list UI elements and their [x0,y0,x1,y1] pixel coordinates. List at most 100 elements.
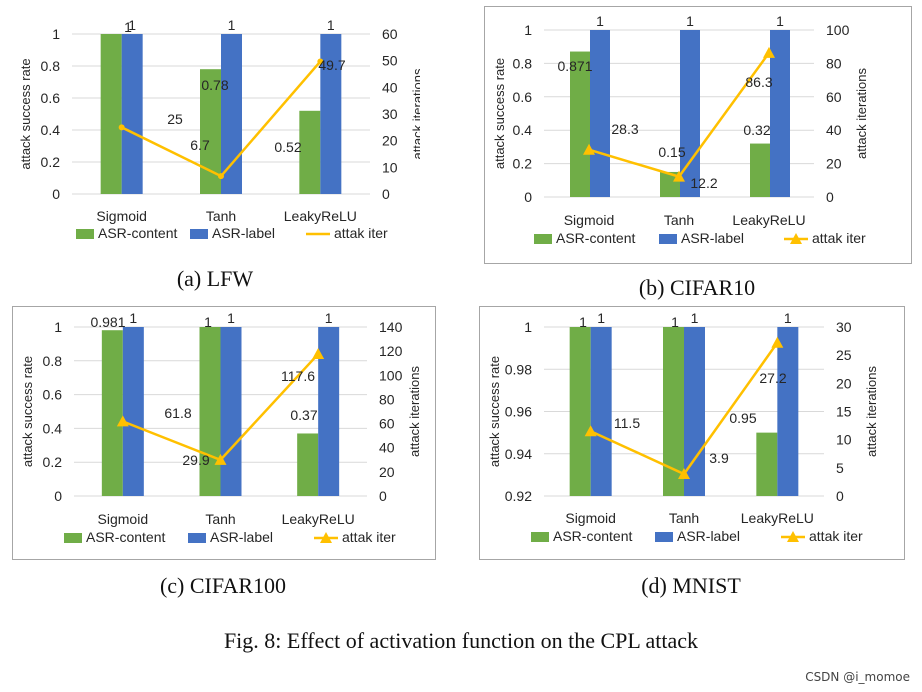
y2-axis-title: attack iterations [854,67,869,159]
data-label-attak-iter: 3.9 [709,450,729,466]
y-tick-label: 1 [524,319,532,335]
data-label-asr-label: 1 [686,13,694,29]
category-label: Sigmoid [565,510,616,526]
data-label-asr-label: 1 [128,17,136,33]
y-tick-label: 0 [52,186,60,202]
y2-axis-title: attack iterations [407,365,422,457]
data-label-asr-label: 1 [784,310,792,326]
legend-swatch-content [531,532,549,542]
legend-swatch-content [64,533,82,543]
category-label: LeakyReLU [284,208,357,224]
marker-attak-iter [771,336,784,348]
data-label-asr-content: 1 [579,314,587,330]
y2-tick-label: 100 [379,367,403,383]
y2-tick-label: 20 [379,464,395,480]
y-tick-label: 0.2 [41,154,61,170]
y-tick-label: 0 [524,189,532,205]
marker-attak-iter [116,415,129,427]
watermark: CSDN @i_momoe [805,670,910,684]
bar-asr-content [200,69,221,194]
y2-axis-title: attack iterations [410,68,420,160]
point-attak-iter [317,58,324,65]
y2-tick-label: 0 [379,488,387,504]
y-tick-label: 0.8 [513,55,533,71]
data-label-asr-label: 1 [227,310,235,326]
category-label: Tanh [669,510,699,526]
bar-asr-label [121,34,143,194]
y2-tick-label: 25 [836,347,852,363]
y2-tick-label: 30 [382,106,398,122]
data-label-asr-label: 1 [776,13,784,29]
y2-tick-label: 20 [382,133,398,149]
data-label-asr-content: 0.37 [290,407,317,423]
data-label-asr-content: 0.32 [743,122,770,138]
y-tick-label: 0.8 [41,58,61,74]
legend-label-content: ASR-content [98,225,177,241]
category-label: LeakyReLU [741,510,814,526]
legend-label-label: ASR-label [677,528,740,544]
y-axis-title: attack success rate [487,356,502,467]
y-tick-label: 0.8 [43,353,63,369]
marker-attak-iter [763,46,775,58]
y2-tick-label: 0 [382,186,390,202]
data-label-asr-label: 1 [691,310,699,326]
marker-attak-iter [584,425,597,437]
legend-swatch-content [76,229,94,239]
data-label-attak-iter: 27.2 [759,370,786,386]
data-label-attak-iter: 12.2 [690,175,717,191]
y2-tick-label: 100 [826,22,850,38]
legend-label-label: ASR-label [681,230,744,246]
data-label-attak-iter: 29.9 [182,452,209,468]
bar-asr-content [756,432,778,496]
y-tick-label: 1 [54,319,62,335]
y2-tick-label: 40 [382,79,398,95]
y-axis-title: attack success rate [18,58,33,169]
data-label-attak-iter: 117.6 [281,368,315,384]
data-label-asr-content: 1 [671,314,679,330]
bar-asr-content [199,327,221,496]
legend-marker-iter [787,531,799,542]
y2-tick-label: 80 [379,391,395,407]
y-tick-label: 0.96 [505,404,532,420]
y2-tick-label: 20 [836,375,852,391]
y2-tick-label: 50 [382,53,398,69]
y2-tick-label: 40 [379,440,395,456]
legend-label-content: ASR-content [86,529,165,545]
y2-tick-label: 0 [826,189,834,205]
y-tick-label: 0.6 [41,90,61,106]
data-label-asr-label: 1 [228,17,236,33]
bar-asr-label [590,327,612,496]
data-label-asr-content: 1 [124,19,132,35]
y2-tick-label: 60 [826,89,842,105]
bar-asr-label [221,34,242,194]
y-tick-label: 0.2 [513,156,533,172]
data-label-asr-label: 1 [597,310,605,326]
category-label: Sigmoid [98,511,149,527]
legend-label-iter: attak iter [334,225,388,241]
y2-tick-label: 120 [379,343,403,359]
bar-asr-label [122,327,144,496]
y-tick-label: 0.4 [43,420,63,436]
data-label-attak-iter: 28.3 [611,121,638,137]
data-label-asr-label: 1 [596,13,604,29]
caption-cifar100: (c) CIFAR100 [159,573,287,598]
y2-tick-label: 5 [836,460,844,476]
data-label-attak-iter: 61.8 [164,405,191,421]
legend-swatch-label [190,229,208,239]
caption-lfw: (a) LFW [176,266,254,291]
marker-attak-iter [312,348,325,360]
marker-attak-iter [583,143,595,155]
y2-tick-label: 60 [379,416,395,432]
y-tick-label: 0.4 [513,122,533,138]
bar-asr-content [297,433,319,496]
marker-attak-iter [214,453,227,465]
bar-asr-label [318,327,340,496]
bar-asr-label [590,30,610,197]
bar-asr-label [777,327,799,496]
legend-swatch-content [534,234,552,244]
category-label: Sigmoid [564,212,615,228]
y-tick-label: 0.98 [505,361,532,377]
data-label-attak-iter: 49.7 [318,57,345,73]
data-label-asr-content: 1 [204,314,212,330]
data-label-asr-label: 1 [129,310,137,326]
